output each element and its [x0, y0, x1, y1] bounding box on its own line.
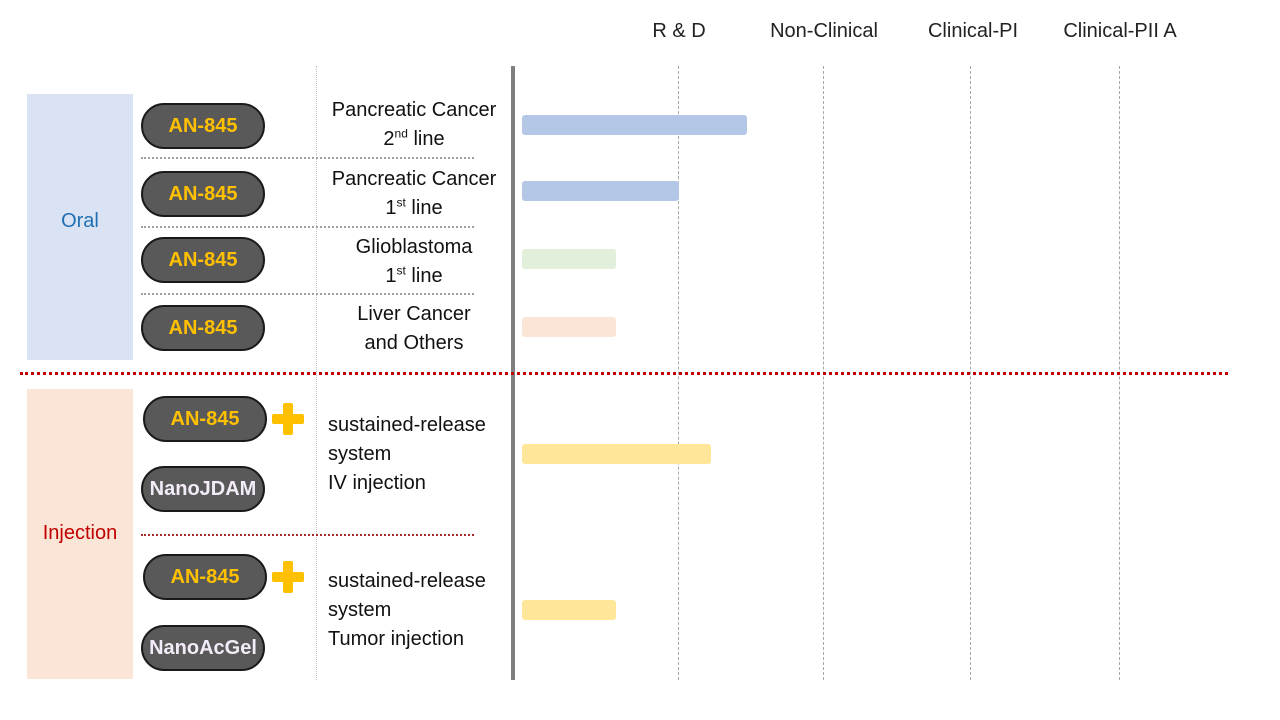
- line-suffix: line: [407, 128, 445, 150]
- indication-line: Tumor injection: [328, 628, 464, 650]
- injection-group-label: Injection: [42, 522, 118, 544]
- line-ordinal: st: [396, 263, 406, 278]
- stage-label-rd: R & D: [652, 20, 706, 42]
- partner-pill: NanoAcGel: [141, 625, 265, 671]
- progress-bar: [522, 600, 617, 620]
- drug-pill: AN-845: [141, 305, 265, 351]
- progress-bar: [522, 115, 748, 135]
- indication-line: IV injection: [328, 472, 426, 494]
- indication-line: Pancreatic Cancer: [331, 168, 497, 190]
- stage-label-non-clinical: Non-Clinical: [770, 20, 878, 42]
- indication-line: system: [328, 443, 392, 465]
- line-number: 1: [385, 265, 397, 287]
- indication-label: sustained-release system IV injection: [328, 411, 518, 498]
- line-number: 1: [385, 197, 397, 219]
- row-separator: [141, 226, 474, 228]
- progress-bar: [522, 317, 617, 337]
- indication-label: Liver Cancer and Others: [316, 300, 512, 358]
- row-separator: [141, 157, 474, 159]
- indication-line: sustained-release: [328, 414, 486, 436]
- indication-line: Glioblastoma: [355, 236, 473, 258]
- indication-line: 1st line: [316, 262, 512, 291]
- indication-label: Pancreatic Cancer 1st line: [316, 165, 512, 223]
- drug-pill: AN-845: [143, 396, 267, 442]
- indication-line: Liver Cancer: [357, 303, 471, 325]
- progress-bar: [522, 444, 711, 464]
- line-suffix: line: [405, 197, 443, 219]
- indication-label: Pancreatic Cancer 2nd line: [316, 96, 512, 154]
- progress-bar: [522, 181, 679, 201]
- stage-label-clinical-pii-a: Clinical-PII A: [1063, 20, 1177, 42]
- line-suffix: line: [405, 265, 443, 287]
- drug-pill: AN-845: [143, 554, 267, 600]
- indication-line: Pancreatic Cancer: [331, 99, 497, 121]
- oral-group-label: Oral: [61, 210, 99, 232]
- group-separator: [20, 372, 1228, 375]
- progress-bar: [522, 249, 617, 269]
- plus-icon: [272, 561, 304, 593]
- partner-pill: NanoJDAM: [141, 466, 265, 512]
- indication-line: system: [328, 599, 392, 621]
- oral-group-box: Oral: [27, 94, 133, 360]
- indication-line: and Others: [364, 332, 464, 354]
- stage-label-clinical-pi: Clinical-PI: [927, 20, 1019, 42]
- plus-icon: [272, 403, 304, 435]
- row-separator: [141, 293, 474, 295]
- drug-pill: AN-845: [141, 171, 265, 217]
- line-number: 2: [383, 128, 395, 150]
- row-separator: [141, 534, 474, 536]
- indication-line: 1st line: [316, 194, 512, 223]
- indication-line: 2nd line: [316, 125, 512, 154]
- drug-pill: AN-845: [141, 103, 265, 149]
- line-ordinal: st: [396, 195, 406, 210]
- line-ordinal: nd: [394, 126, 408, 141]
- drug-pill: AN-845: [141, 237, 265, 283]
- indication-line: sustained-release: [328, 570, 486, 592]
- injection-group-box: Injection: [27, 389, 133, 679]
- indication-label: sustained-release system Tumor injection: [328, 567, 518, 654]
- indication-label: Glioblastoma 1st line: [316, 233, 512, 291]
